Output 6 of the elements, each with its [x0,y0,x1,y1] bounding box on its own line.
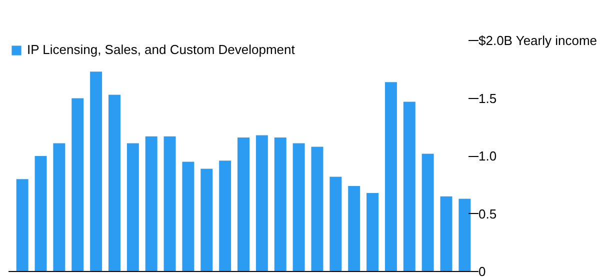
y-tick-label: 1.5 [478,90,497,106]
y-tick-label: 1.0 [478,148,497,164]
legend-label: IP Licensing, Sales, and Custom Development [27,42,295,57]
y-tick-label: 0 [478,264,486,279]
y-tick-label: $2.0B Yearly income [478,33,598,48]
y-tick-label: 0.5 [478,206,497,222]
